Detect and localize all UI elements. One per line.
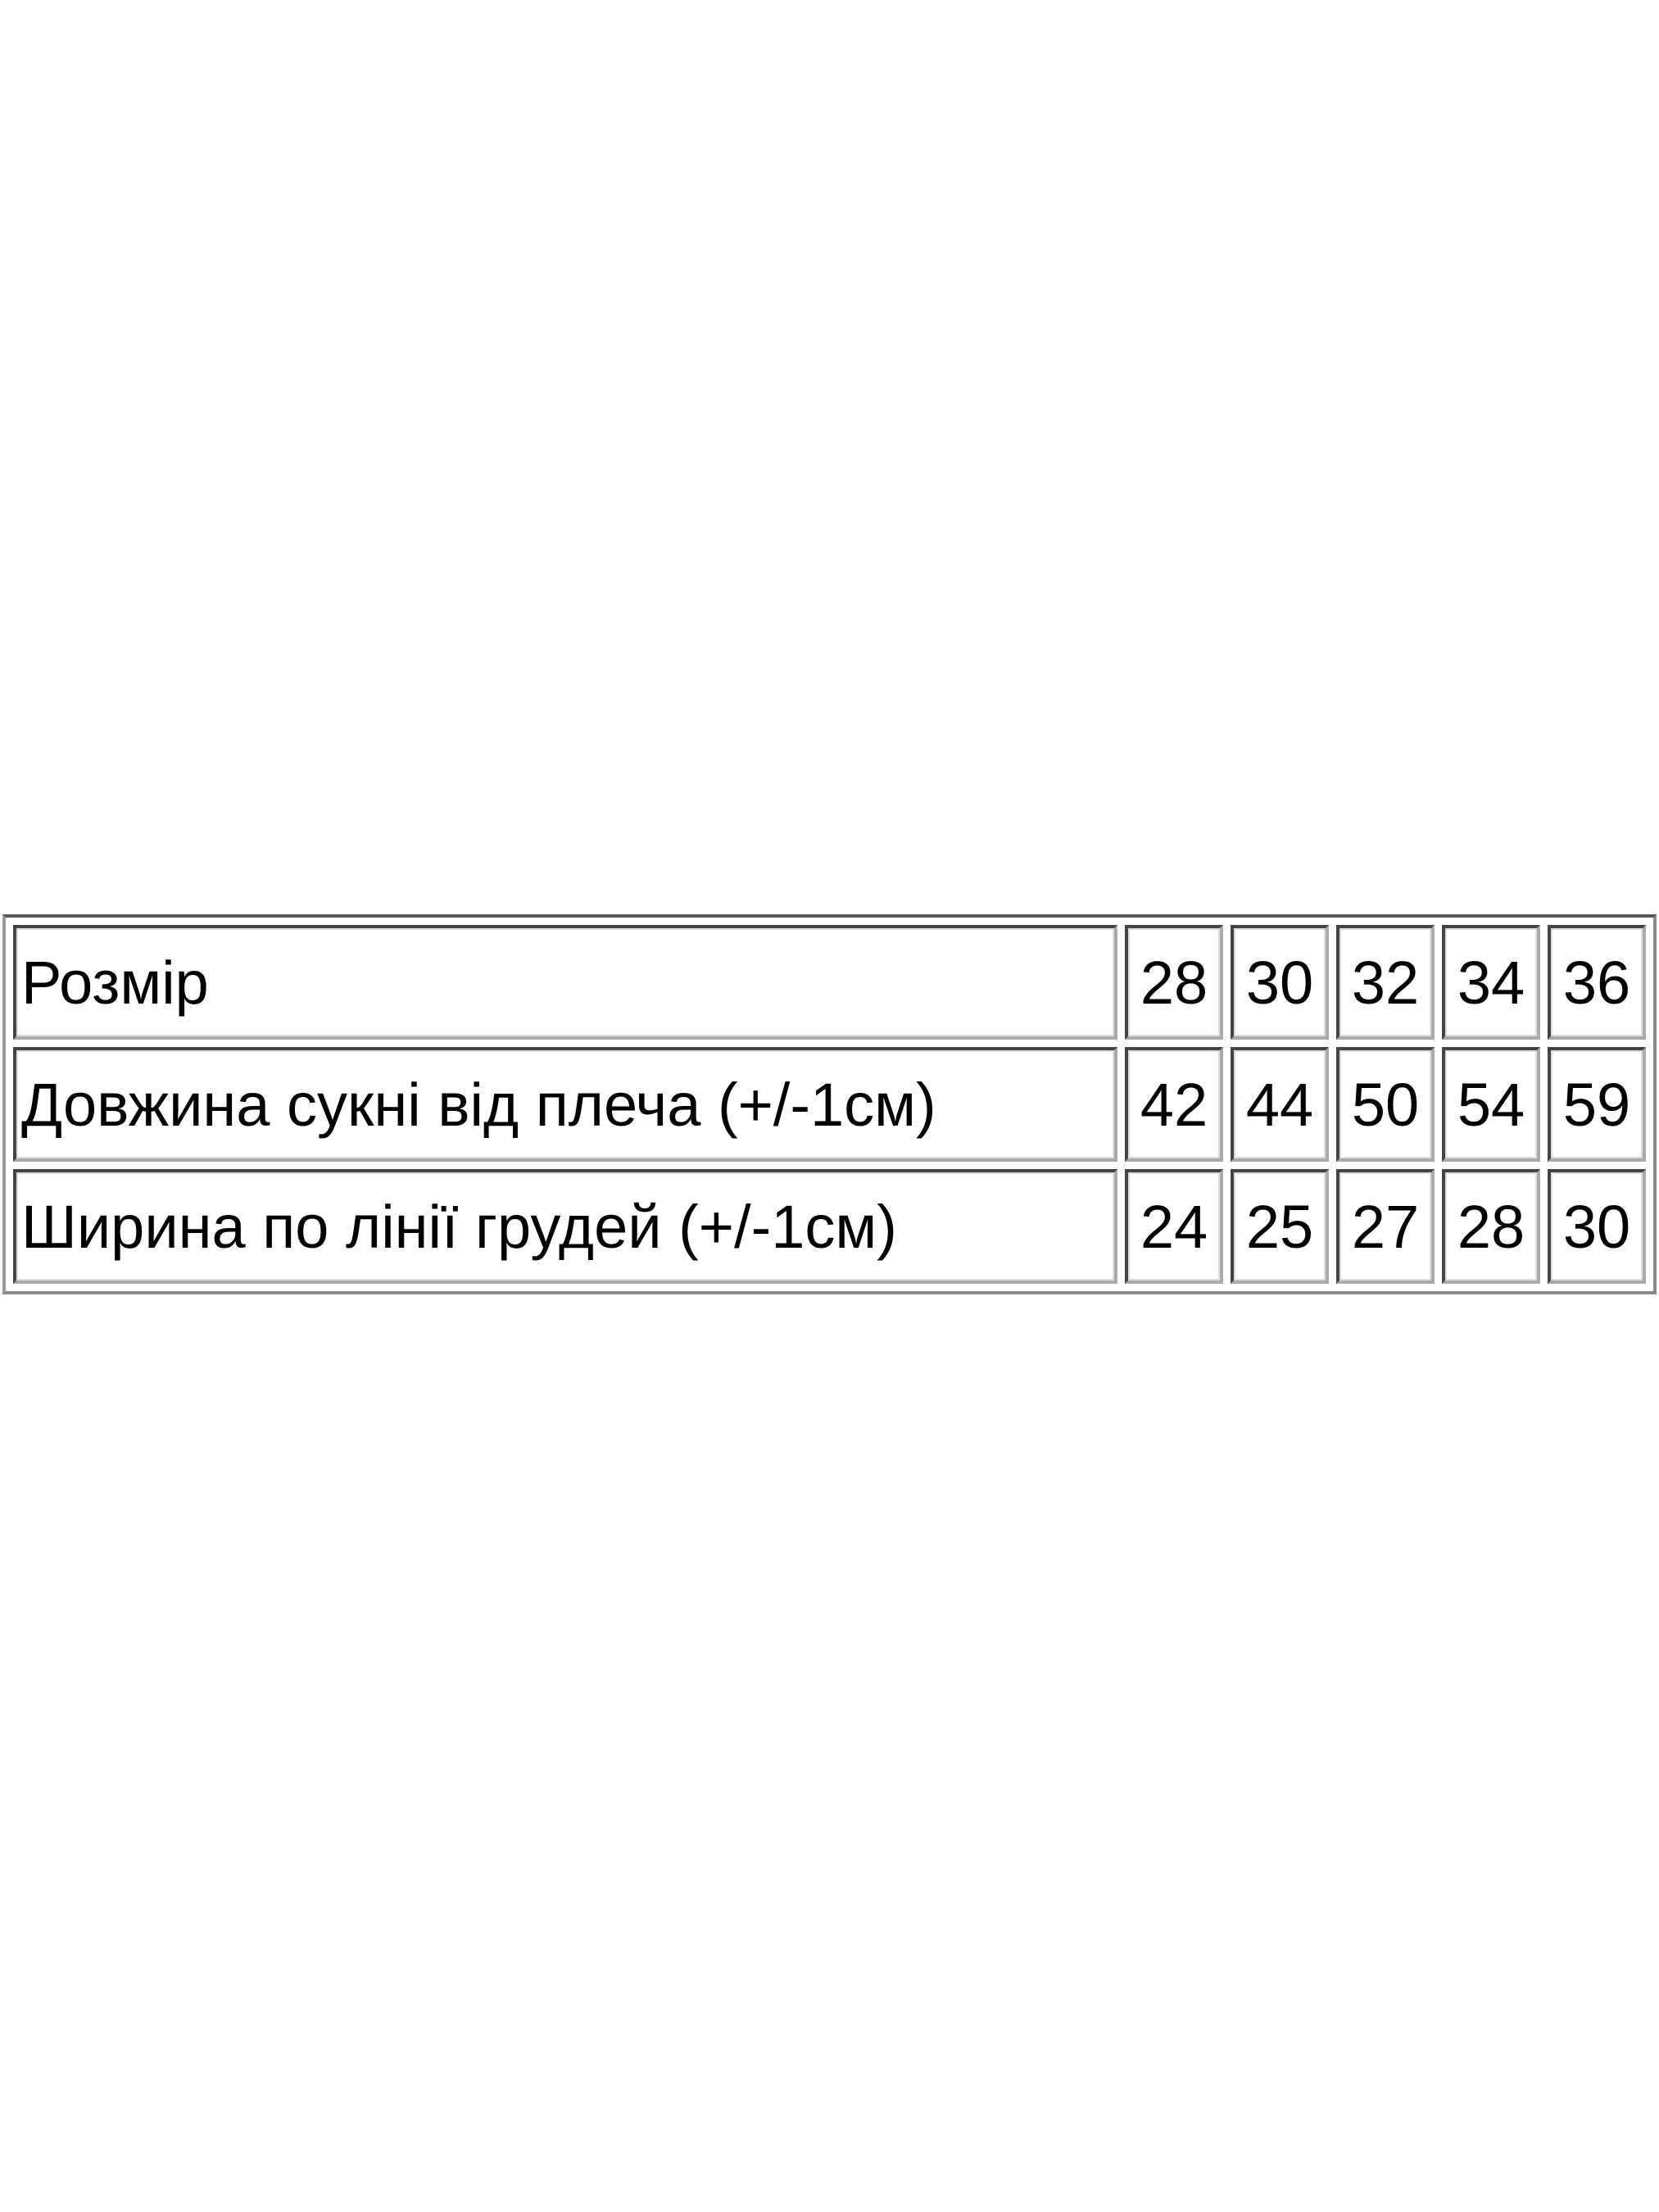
measurement-cell: 28 xyxy=(1442,1169,1540,1284)
row-label: Довжина сукні від плеча (+/-1см) xyxy=(13,1047,1117,1162)
row-label: Ширина по лінії грудей (+/-1см) xyxy=(13,1169,1117,1284)
size-cell: 36 xyxy=(1548,925,1646,1040)
measurement-cell: 25 xyxy=(1231,1169,1329,1284)
row-label: Розмір xyxy=(13,925,1117,1040)
table-row: Довжина сукні від плеча (+/-1см) 42 44 50 54… xyxy=(13,1047,1646,1162)
size-cell: 28 xyxy=(1125,925,1223,1040)
size-cell: 34 xyxy=(1442,925,1540,1040)
measurement-cell: 59 xyxy=(1548,1047,1646,1162)
measurement-cell: 50 xyxy=(1336,1047,1435,1162)
size-table: Розмір 28 30 32 34 36 Довжина сукні від плеча … xyxy=(2,914,1657,1294)
measurement-cell: 54 xyxy=(1442,1047,1540,1162)
measurement-cell: 42 xyxy=(1125,1047,1223,1162)
size-cell: 30 xyxy=(1231,925,1329,1040)
size-cell: 32 xyxy=(1336,925,1435,1040)
measurement-cell: 44 xyxy=(1231,1047,1329,1162)
measurement-cell: 27 xyxy=(1336,1169,1435,1284)
table-row: Ширина по лінії грудей (+/-1см) 24 25 27 28 3… xyxy=(13,1169,1646,1284)
header-row: Розмір 28 30 32 34 36 xyxy=(13,925,1646,1040)
measurement-cell: 30 xyxy=(1548,1169,1646,1284)
measurement-cell: 24 xyxy=(1125,1169,1223,1284)
